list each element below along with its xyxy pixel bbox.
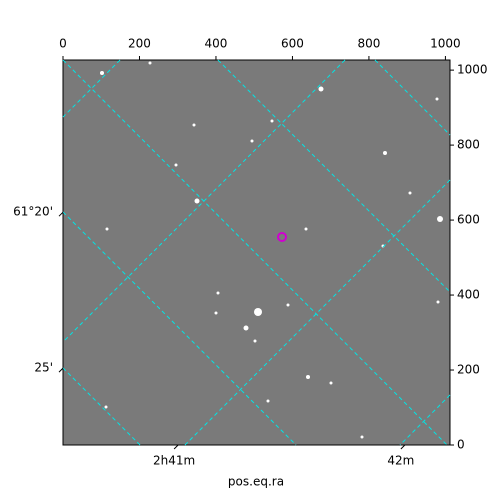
- x-axis-label: pos.eq.ra: [228, 475, 284, 489]
- x-tick-label: 400: [205, 37, 228, 51]
- world-y-tick: [58, 211, 64, 217]
- y-tick-label: 800: [457, 138, 480, 152]
- x-tick-label: 200: [128, 37, 151, 51]
- world-x-tick: [400, 444, 406, 450]
- y-tick-label: 0: [457, 438, 465, 452]
- world-y-tick-label: 61°20': [13, 205, 53, 219]
- x-tick-label: 800: [357, 37, 380, 51]
- world-x-tick-label: 2h41m: [153, 454, 195, 468]
- y-tick-label: 200: [457, 363, 480, 377]
- x-tick-label: 0: [59, 37, 67, 51]
- y-tick-label: 400: [457, 288, 480, 302]
- world-y-tick: [58, 367, 64, 373]
- coordinate-grid: [62, 59, 451, 446]
- y-tick-label: 1000: [457, 63, 488, 77]
- world-x-tick: [173, 444, 179, 450]
- world-x-tick-label: 42m: [387, 454, 414, 468]
- world-y-tick-label: 25': [34, 361, 53, 375]
- x-tick-label: 600: [281, 37, 304, 51]
- image: [62, 59, 451, 446]
- stars: [100, 61, 443, 439]
- target-marker: [277, 232, 287, 242]
- x-tick-label: 1000: [430, 37, 461, 51]
- y-tick-label: 600: [457, 213, 480, 227]
